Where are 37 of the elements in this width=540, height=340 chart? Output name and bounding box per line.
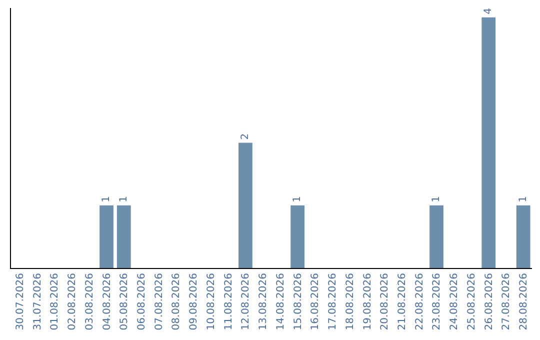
x-tick-label: 08.08.2026 xyxy=(171,273,182,330)
x-tick-label: 21.08.2026 xyxy=(397,273,408,330)
data-label: 1 xyxy=(430,196,442,202)
data-label: 2 xyxy=(240,133,251,140)
x-tick-label: 20.08.2026 xyxy=(380,273,391,330)
x-tick-label: 18.08.2026 xyxy=(344,273,356,330)
x-tick-label: 25.08.2026 xyxy=(466,273,478,330)
x-tick-label: 14.08.2026 xyxy=(275,273,286,330)
x-tick-label: 13.08.2026 xyxy=(258,273,270,330)
data-label: 1 xyxy=(518,196,529,202)
x-tick-label: 02.08.2026 xyxy=(67,273,78,330)
x-tick-label: 27.08.2026 xyxy=(501,273,512,330)
data-label: 1 xyxy=(118,196,130,202)
data-label: 4 xyxy=(483,8,494,14)
x-tick-label: 12.08.2026 xyxy=(240,273,252,330)
x-tick-label: 05.08.2026 xyxy=(119,273,130,330)
x-tick-label: 30.07.2026 xyxy=(14,273,26,330)
x-tick-label: 17.08.2026 xyxy=(328,273,339,330)
x-tick-label: 26.08.2026 xyxy=(484,273,495,330)
x-tick-label: 19.08.2026 xyxy=(362,273,374,330)
x-tick-label: 07.08.2026 xyxy=(154,273,165,330)
x-tick-label: 22.08.2026 xyxy=(414,273,426,330)
x-tick-label: 06.08.2026 xyxy=(136,273,148,330)
data-label: 1 xyxy=(101,196,112,202)
x-tick-label: 11.08.2026 xyxy=(223,273,234,330)
x-tick-label: 01.08.2026 xyxy=(50,273,61,330)
data-label: 1 xyxy=(292,196,304,202)
x-tick-label: 04.08.2026 xyxy=(102,273,113,330)
x-tick-label: 15.08.2026 xyxy=(292,273,304,330)
x-tick-label: 03.08.2026 xyxy=(84,273,96,330)
x-tick-label: 23.08.2026 xyxy=(432,273,443,330)
x-tick-label: 24.08.2026 xyxy=(449,273,460,330)
x-tick-label: 28.08.2026 xyxy=(518,273,530,330)
x-tick-label: 10.08.2026 xyxy=(206,273,217,330)
x-tick-label: 09.08.2026 xyxy=(188,273,200,330)
x-tick-label: 16.08.2026 xyxy=(310,273,322,330)
x-tick-label: 31.07.2026 xyxy=(32,273,44,330)
